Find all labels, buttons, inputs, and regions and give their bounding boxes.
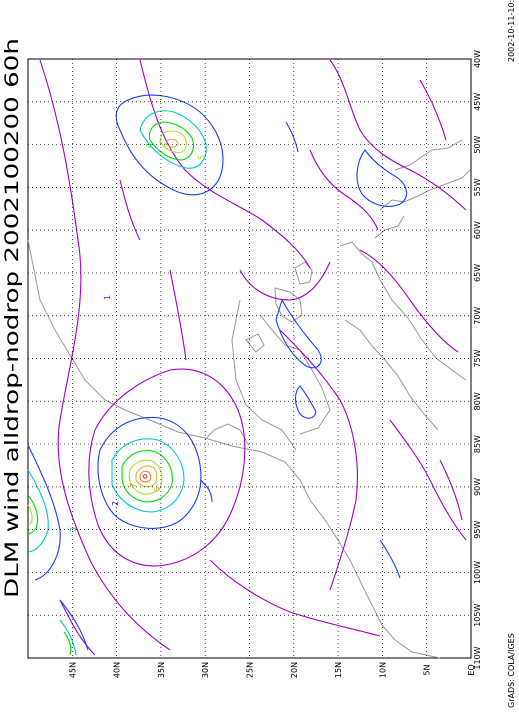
contour-label: 1 xyxy=(103,295,112,300)
latitude-label: 15N xyxy=(334,662,343,678)
longitude-label: 60W xyxy=(473,221,482,239)
longitude-label: 80W xyxy=(473,392,482,410)
longitude-label: 50W xyxy=(473,135,482,153)
contour-label: 7 xyxy=(129,483,138,488)
latitude-label: 20N xyxy=(290,662,299,678)
longitude-label: 65W xyxy=(473,264,482,282)
coastlines xyxy=(27,139,471,659)
longitude-label: 45W xyxy=(473,93,482,111)
longitude-label: 75W xyxy=(473,349,482,367)
longitude-label: 90W xyxy=(473,478,482,496)
contour-label: 4 xyxy=(145,143,154,148)
map-title: DLM wind alldrop-nodrop 2002100200 60h xyxy=(1,38,23,598)
longitude-label: 110W xyxy=(473,646,482,669)
contour-label: 2 xyxy=(111,501,120,506)
latitude-label: EQ xyxy=(467,664,476,675)
latitude-label: 45N xyxy=(68,662,77,678)
longitude-label: 55W xyxy=(473,178,482,196)
contour-label: 6 xyxy=(153,487,162,492)
longitude-label: 105W xyxy=(473,604,482,627)
latitude-label: 10N xyxy=(378,662,387,678)
longitude-labels: 110W 105W 100W 95W 90W 85W 80W 75W 70W 65W 60W 55W 5… xyxy=(473,50,482,670)
software-credit: GrADS: COLA/IGES xyxy=(507,633,516,708)
longitude-label: 100W xyxy=(473,561,482,584)
latitude-label: 40N xyxy=(113,662,122,678)
contour-lines xyxy=(27,59,467,656)
render-timestamp: 2002-10-11-10:51 xyxy=(507,0,516,62)
longitude-label: 70W xyxy=(473,307,482,325)
latitude-labels: EQ 5N 10N 15N 20N 25N 30N 35N 40N 45N xyxy=(68,662,476,678)
latitude-label: 5N xyxy=(423,664,432,675)
latitude-label: 30N xyxy=(201,662,210,678)
latitude-label: 35N xyxy=(157,662,166,678)
longitude-label: 95W xyxy=(473,521,482,539)
latitude-label: 25N xyxy=(246,662,255,678)
longitude-label: 40W xyxy=(473,50,482,68)
contour-labels: 1 2 3 4 5 6 7 xyxy=(69,143,206,532)
contour-label: 3 xyxy=(69,527,78,532)
contour-label: 5 xyxy=(197,155,206,160)
longitude-label: 85W xyxy=(473,435,482,453)
